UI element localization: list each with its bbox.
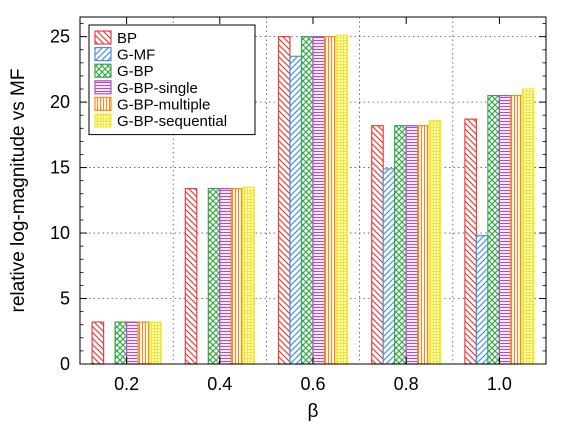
x-tick-label: 0.2 — [114, 374, 139, 394]
bar-g-mf-0.8 — [382, 168, 396, 365]
bar-bp-0.4 — [184, 187, 198, 365]
bar-g-bp-single-0.2 — [125, 321, 139, 365]
y-tick-label: 25 — [50, 27, 70, 47]
x-tick-label: 0.6 — [300, 374, 325, 394]
bar-g-bp-1.0 — [487, 94, 500, 365]
x-tick-label: 1.0 — [487, 374, 512, 394]
legend-swatch — [94, 96, 112, 112]
bar-g-bp-0.4 — [207, 187, 221, 365]
bar-g-bp-sequential-0.2 — [149, 321, 162, 365]
y-tick-label: 5 — [60, 289, 70, 309]
bar-g-bp-sequential-1.0 — [521, 88, 535, 365]
bar-g-bp-single-0.6 — [312, 36, 326, 365]
y-tick-label: 0 — [60, 354, 70, 374]
bar-g-bp-single-0.8 — [405, 125, 419, 365]
x-tick-label: 0.8 — [394, 374, 419, 394]
bar-g-bp-multiple-1.0 — [510, 94, 523, 365]
bar-g-bp-sequential-0.6 — [335, 34, 349, 365]
bar-g-bp-single-1.0 — [498, 94, 512, 365]
bar-g-mf-0.6 — [289, 55, 303, 365]
legend-label: BP — [117, 30, 137, 47]
legend-swatch — [94, 30, 112, 45]
legend-label: G-BP-multiple — [117, 96, 210, 113]
bar-g-bp-0.8 — [394, 125, 407, 365]
bar-bp-0.6 — [277, 36, 291, 365]
x-tick-label: 0.4 — [207, 374, 232, 394]
bar-g-bp-multiple-0.6 — [323, 36, 337, 365]
bar-g-bp-sequential-0.8 — [428, 119, 442, 365]
bar-g-bp-multiple-0.4 — [230, 187, 244, 365]
bar-g-bp-sequential-0.4 — [242, 186, 255, 365]
legend-label: G-BP-single — [117, 80, 198, 97]
bar-g-bp-multiple-0.8 — [417, 125, 430, 365]
bar-g-bp-single-0.4 — [219, 187, 232, 365]
y-tick-label: 10 — [50, 223, 70, 243]
bar-g-bp-0.6 — [300, 36, 314, 365]
bar-bp-0.2 — [91, 321, 105, 365]
bar-g-mf-1.0 — [475, 235, 489, 365]
y-tick-label: 15 — [50, 158, 70, 178]
legend-label: G-BP — [117, 63, 154, 80]
legend-label: G-BP-sequential — [117, 113, 227, 130]
legend-swatch — [94, 46, 112, 62]
bar-bp-0.8 — [371, 125, 384, 365]
x-axis-label: β — [308, 401, 319, 422]
axes: 0 5 10 15 20 25 0.2 0.4 0.6 0.8 1.0 — [50, 17, 546, 394]
legend-swatch — [94, 80, 112, 95]
legend-box — [88, 24, 256, 136]
bar-g-bp-multiple-0.2 — [137, 321, 151, 365]
bar-g-bp-0.2 — [114, 321, 128, 365]
legend-label: G-MF — [117, 47, 155, 64]
legend: BPG-MFG-BPG-BP-singleG-BP-multipleG-BP-s… — [88, 24, 256, 136]
legend-swatch — [94, 113, 112, 128]
bar-bp-1.0 — [464, 118, 477, 365]
legend-swatch — [94, 63, 112, 78]
y-tick-label: 20 — [50, 92, 70, 112]
y-axis-label: relative log-magnitude vs MF — [8, 69, 29, 313]
